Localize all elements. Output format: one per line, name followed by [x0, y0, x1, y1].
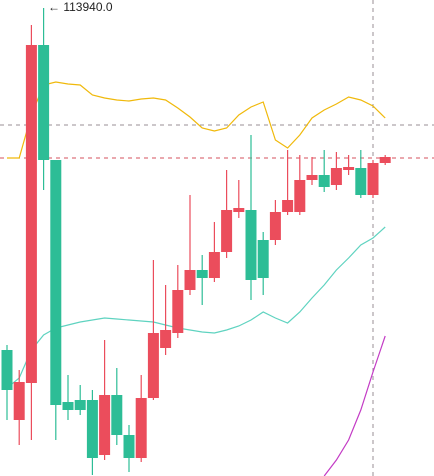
candle-body	[355, 168, 367, 195]
candle-body	[99, 395, 111, 455]
candle-body	[38, 45, 50, 160]
candle-body	[379, 157, 391, 163]
high-annotation: ← 113940.0	[48, 0, 113, 14]
candle-body	[330, 168, 342, 185]
candle-body	[294, 180, 306, 212]
candle-body	[343, 167, 355, 170]
candle-body	[25, 45, 37, 383]
candle-body	[62, 402, 74, 410]
candle-body	[160, 330, 172, 348]
candle-body	[172, 290, 184, 333]
candle-body	[1, 350, 13, 390]
candle-body	[111, 395, 123, 435]
candle-body	[74, 400, 86, 410]
candle-body	[269, 212, 281, 240]
candle-body	[135, 398, 147, 458]
candle-body	[318, 175, 330, 187]
candle-body	[123, 435, 135, 458]
candle-body	[50, 160, 62, 405]
candle-body	[245, 210, 257, 280]
candle-body	[233, 208, 245, 212]
candle-body	[367, 163, 379, 195]
candle-body	[208, 252, 220, 278]
candle-body	[221, 210, 233, 252]
candle-body	[196, 270, 208, 278]
plot	[1, 8, 391, 476]
moving-average-line	[7, 81, 386, 159]
moving-average-line	[323, 335, 386, 476]
candle-body	[147, 333, 159, 398]
candle-body	[13, 382, 25, 420]
moving-average-line	[6, 226, 386, 389]
candle-body	[86, 400, 98, 458]
candle-body	[184, 270, 196, 290]
candle-body	[282, 200, 294, 212]
candle-body	[306, 175, 318, 180]
candle-body	[257, 240, 269, 278]
